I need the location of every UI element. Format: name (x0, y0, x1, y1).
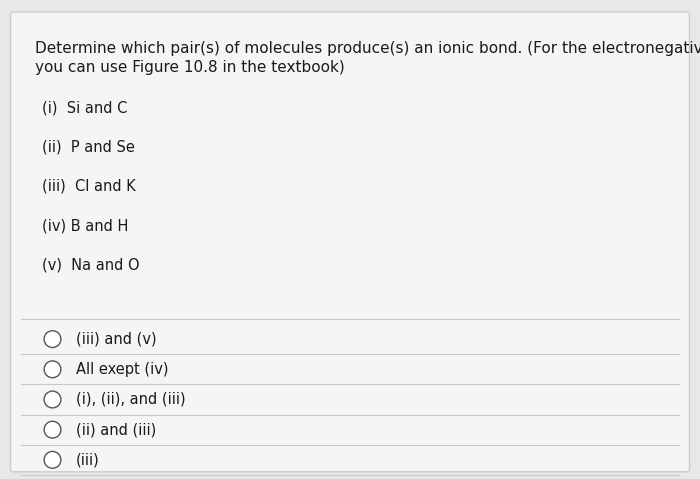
Ellipse shape (44, 421, 61, 438)
FancyBboxPatch shape (10, 12, 690, 472)
Ellipse shape (44, 331, 61, 348)
Ellipse shape (44, 451, 61, 468)
Text: (iii)  Cl and K: (iii) Cl and K (42, 179, 136, 194)
Text: (v)  Na and O: (v) Na and O (42, 257, 139, 273)
Text: (iii): (iii) (76, 452, 99, 468)
Text: (ii) and (iii): (ii) and (iii) (76, 422, 156, 437)
Text: (iii) and (v): (iii) and (v) (76, 331, 156, 347)
Text: (i)  Si and C: (i) Si and C (42, 100, 127, 115)
Text: Determine which pair(s) of molecules produce(s) an ionic bond. (For the electron: Determine which pair(s) of molecules pro… (35, 41, 700, 56)
Text: (ii)  P and Se: (ii) P and Se (42, 139, 135, 155)
Text: (i), (ii), and (iii): (i), (ii), and (iii) (76, 392, 186, 407)
Ellipse shape (44, 361, 61, 378)
Ellipse shape (44, 391, 61, 408)
Text: you can use Figure 10.8 in the textbook): you can use Figure 10.8 in the textbook) (35, 60, 344, 75)
Text: All exept (iv): All exept (iv) (76, 362, 168, 377)
Text: (iv) B and H: (iv) B and H (42, 218, 128, 233)
